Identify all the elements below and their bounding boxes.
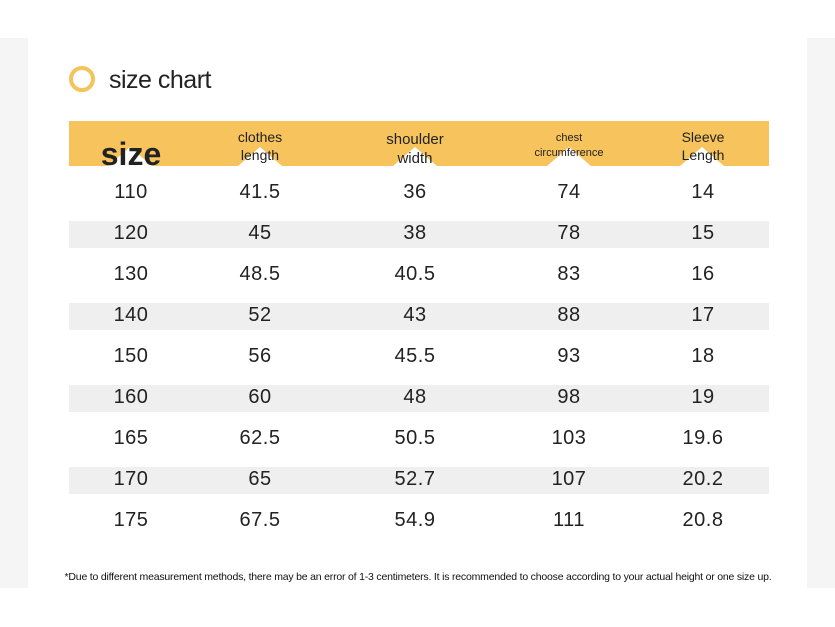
- cell-chest: 74: [557, 181, 581, 203]
- header-shoulder-width-line1: shoulder: [386, 131, 444, 148]
- cell-size: 160: [113, 386, 149, 408]
- cell-size: 110: [114, 181, 148, 203]
- cell-clothes-length: 52: [248, 304, 272, 326]
- cell-size: 130: [113, 263, 149, 285]
- header-chest-line1: chest: [555, 132, 583, 144]
- header-shoulder-width-line2: width: [397, 149, 433, 167]
- cell-chest: 88: [557, 304, 581, 326]
- cell-size: 170: [113, 468, 149, 490]
- cell-chest: 107: [551, 468, 587, 490]
- cell-sleeve-length: 20.2: [682, 468, 724, 490]
- right-margin-band: [807, 38, 835, 588]
- row-stripe: [69, 221, 769, 248]
- cell-sleeve-length: 19.6: [682, 427, 724, 449]
- cell-shoulder-width: 43: [403, 304, 427, 326]
- cell-sleeve-length: 20.8: [682, 509, 724, 531]
- header-sleeve-line1: Sleeve: [681, 129, 725, 145]
- cell-sleeve-length: 14: [691, 181, 715, 203]
- cell-size: 140: [113, 304, 149, 326]
- cell-sleeve-length: 16: [691, 263, 715, 285]
- header-chest-circumference: chest circumference: [534, 131, 603, 162]
- cell-clothes-length: 48.5: [239, 263, 281, 285]
- cell-shoulder-width: 40.5: [394, 263, 436, 285]
- header-size-label: size: [100, 136, 162, 172]
- cell-sleeve-length: 18: [691, 345, 715, 367]
- cell-chest: 83: [557, 263, 581, 285]
- header-clothes-length-line2: length: [240, 146, 280, 163]
- cell-clothes-length: 65: [248, 468, 272, 490]
- header-chest-line2: circumference: [534, 147, 604, 160]
- cell-clothes-length: 60: [248, 386, 272, 408]
- cell-shoulder-width: 52.7: [394, 468, 436, 490]
- row-stripe: [69, 385, 769, 412]
- cell-size: 165: [113, 427, 149, 449]
- cell-size: 150: [113, 345, 149, 367]
- cell-clothes-length: 67.5: [239, 509, 281, 531]
- header-notch: [238, 147, 282, 166]
- cell-sleeve-length: 17: [691, 304, 715, 326]
- header-notch: [547, 147, 591, 166]
- cell-chest: 78: [557, 222, 581, 244]
- cell-chest: 98: [557, 386, 581, 408]
- header-notch: [393, 147, 437, 166]
- header-sleeve-line2: Length: [681, 146, 725, 163]
- cell-size: 120: [113, 222, 149, 244]
- cell-shoulder-width: 48: [403, 386, 427, 408]
- header-shoulder-width: shoulder width: [386, 131, 444, 169]
- header-clothes-length-line1: clothes: [237, 129, 283, 145]
- cell-chest: 103: [551, 427, 587, 449]
- cell-shoulder-width: 38: [403, 222, 427, 244]
- cell-sleeve-length: 19: [691, 386, 715, 408]
- cell-clothes-length: 41.5: [239, 181, 281, 203]
- ring-icon: [69, 66, 95, 92]
- cell-clothes-length: 45: [248, 222, 272, 244]
- row-stripe: [69, 303, 769, 330]
- cell-shoulder-width: 45.5: [394, 345, 436, 367]
- cell-shoulder-width: 54.9: [394, 509, 436, 531]
- page-title: size chart: [109, 66, 211, 94]
- left-margin-band: [0, 38, 28, 588]
- header-sleeve-length: Sleeve Length: [682, 129, 725, 164]
- cell-shoulder-width: 50.5: [394, 427, 436, 449]
- cell-clothes-length: 62.5: [239, 427, 281, 449]
- cell-chest: 93: [557, 345, 581, 367]
- cell-shoulder-width: 36: [403, 181, 427, 203]
- cell-sleeve-length: 15: [691, 222, 715, 244]
- row-stripe: [69, 467, 769, 494]
- cell-size: 175: [113, 509, 149, 531]
- header-clothes-length: clothes length: [238, 129, 282, 164]
- header-size: size: [101, 134, 161, 174]
- header-notch: [680, 147, 724, 166]
- footnote: *Due to different measurement methods, t…: [64, 571, 772, 583]
- cell-chest: 111: [553, 509, 585, 531]
- cell-clothes-length: 56: [248, 345, 272, 367]
- header-notch: [108, 147, 152, 166]
